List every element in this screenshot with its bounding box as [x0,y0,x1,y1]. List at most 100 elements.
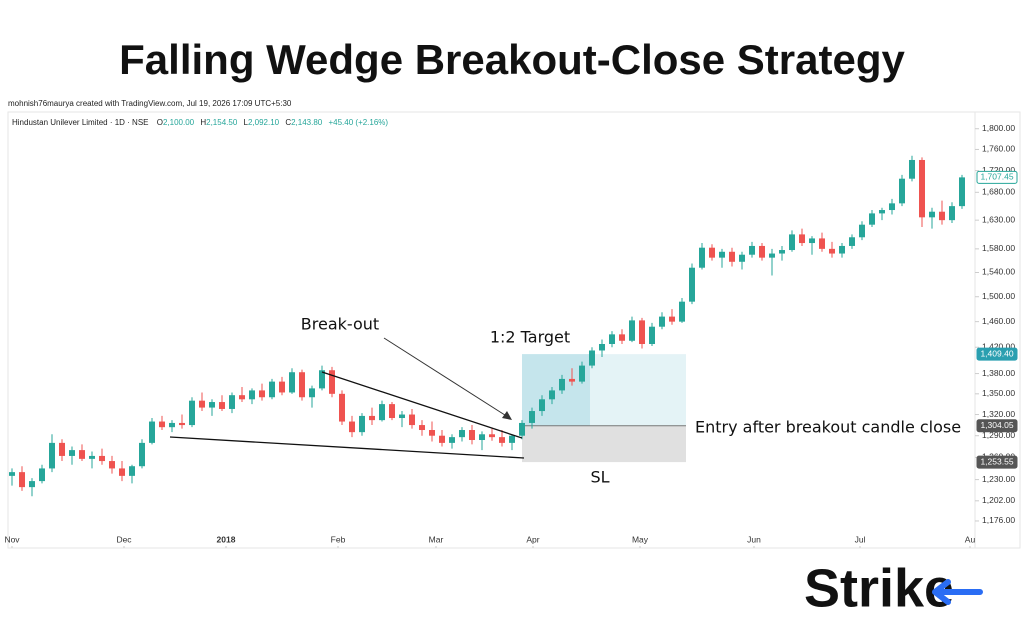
candle-body [669,316,675,322]
x-tick-label: Mar [429,534,444,544]
candle-body [389,404,395,419]
breakout-arrowhead [502,411,512,420]
price-tag [976,170,1018,184]
candle-body [429,430,435,436]
candle-body [809,238,815,244]
candle-body [169,422,175,428]
candles [9,155,965,497]
x-tick-label: Au [965,534,976,544]
candle-body [9,472,15,476]
candle-body [619,334,625,341]
y-tick-label: 1,630.00 [982,214,1015,224]
candle-body [49,442,55,469]
candle-body [579,365,585,382]
x-tick-label: Jul [855,534,866,544]
candle-body [249,390,255,400]
candle-body [489,434,495,438]
candle-body [719,251,725,258]
y-tick-label: 1,290.00 [982,430,1015,440]
entry-label: Entry after breakout candle close [695,418,961,437]
candle-body [339,393,345,422]
candle-body [319,370,325,389]
candle-body [29,481,35,488]
candle-body [779,250,785,254]
x-tick-label: May [632,534,649,544]
ohlc-key: C [285,118,291,127]
chart-frame [7,111,1021,549]
candle-body [399,414,405,419]
ohlc-value: 2,092.10 [248,118,280,127]
x-tick-label: Nov [4,534,20,544]
candle-body [749,245,755,255]
candle-body [839,245,845,254]
candle-body [919,159,925,218]
x-tick-label: Feb [331,534,346,544]
candle-body [99,455,105,462]
candle-body [229,395,235,409]
candle-body [39,468,45,482]
candle-body [659,316,665,327]
y-tick-label: 1,580.00 [982,243,1015,253]
candle-body [59,442,65,456]
y-tick-label: 1,760.00 [982,144,1015,154]
breakout-label: Break-out [301,315,379,334]
ohlc-value: 2,100.00 [163,118,195,127]
candle-body [849,237,855,246]
candle-body [739,254,745,262]
candle-body [829,248,835,254]
y-tick-label: 1,202.00 [982,495,1015,505]
y-tick-label: 1,540.00 [982,267,1015,277]
change: +45.40 (+2.16%) [328,118,388,127]
candle-body [159,421,165,428]
price-tag [976,419,1018,433]
candle-body [539,399,545,412]
candle-body [119,468,125,476]
y-tick-label: 1,500.00 [982,291,1015,301]
logo: Strike [804,558,954,618]
y-tick-label: 1,680.00 [982,187,1015,197]
ohlc-key: H [200,118,206,127]
price-tag-label: 1,409.40 [980,348,1013,358]
candle-body [209,402,215,408]
candle-body [409,414,415,426]
candle-body [69,450,75,456]
candle-body [519,422,525,436]
candle-body [189,400,195,426]
candle-body [649,326,655,345]
wedge-upper-line [321,371,523,439]
candle-body [459,430,465,438]
candle-body [889,203,895,211]
ohlc-value: 2,154.50 [206,118,238,127]
ohlc-key: O [157,118,163,127]
candle-body [609,334,615,345]
candle-body [759,245,765,258]
candle-body [789,234,795,251]
candle-body [349,421,355,433]
candle-body [479,434,485,441]
y-tick-label: 1,800.00 [982,123,1015,133]
x-tick-label: 2018 [217,534,236,544]
candle-body [199,400,205,408]
position-boxes [522,354,686,463]
price-tag [976,455,1018,469]
candle-body [589,350,595,366]
candle-body [869,213,875,225]
candle-body [939,211,945,221]
credit: mohnish76maurya created with TradingView… [8,99,292,108]
candle-body [179,422,185,426]
candle-body [289,372,295,393]
candle-body [139,442,145,467]
candle-body [19,472,25,488]
candle-body [369,415,375,421]
y-tick-label: 1,420.00 [982,341,1015,351]
candle-body [569,378,575,382]
symbol: Hindustan Unilever Limited · 1D · NSE [12,118,149,127]
candle-body [509,435,515,443]
candle-body [819,238,825,249]
candle-body [729,251,735,262]
candle-body [909,159,915,179]
candle-body [279,381,285,393]
target-label: 1:2 Target [490,328,570,347]
candle-body [859,224,865,238]
